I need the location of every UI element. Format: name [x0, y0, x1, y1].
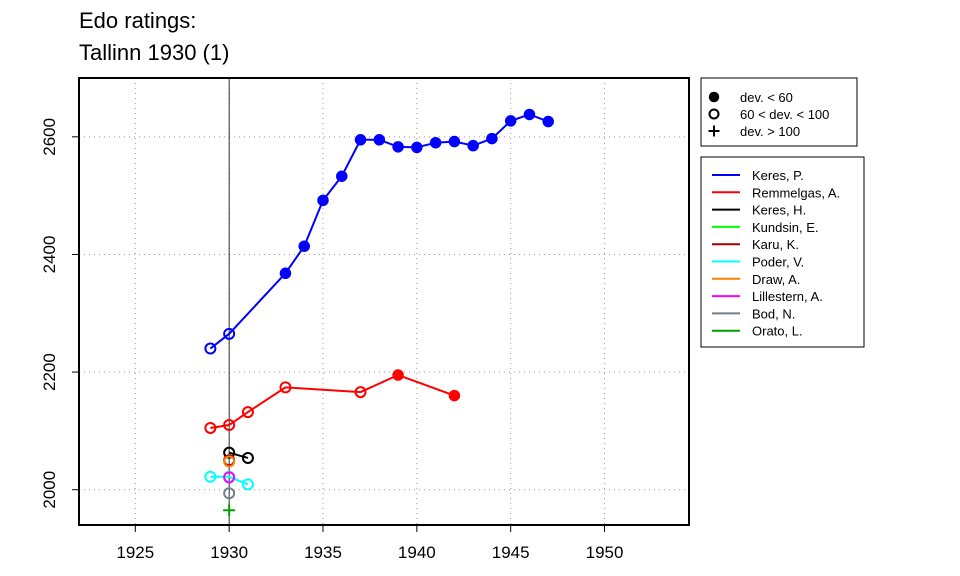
marker-legend-label: 60 < dev. < 100: [740, 107, 829, 122]
series-legend-box: [700, 156, 865, 348]
data-point: [504, 115, 517, 127]
data-point: [241, 406, 254, 419]
series-legend-label: Orato, L.: [752, 324, 803, 339]
series-legend-label: Poder, V.: [752, 255, 804, 270]
series-legend-label: Draw, A.: [752, 272, 800, 287]
x-tick-label: 1945: [492, 543, 530, 562]
series-legend-label: Keres, H.: [752, 203, 806, 218]
data-point: [204, 421, 217, 434]
data-point: [373, 134, 386, 146]
legend-layer: dev. < 60 60 < dev. < 100 dev. > 100 Keres,…: [700, 77, 865, 348]
series-line: [209, 113, 549, 350]
y-tick-label: 2200: [40, 353, 59, 391]
data-point: [223, 471, 236, 484]
data-point: [708, 91, 720, 103]
data-point: [467, 139, 479, 152]
marker-legend-box: [700, 77, 858, 147]
data-point: [223, 487, 236, 500]
axis-layer: 1925 1930 1935 1940 1945 1950 2000 2200 2400 2600: [40, 118, 623, 562]
data-point: [279, 267, 292, 280]
data-point: [204, 470, 217, 483]
chart-subtitle: Tallinn 1930 (1): [79, 40, 230, 65]
data-point: [298, 240, 310, 252]
data-point: [223, 455, 236, 468]
x-tick-label: 1950: [586, 543, 624, 562]
series-legend-label: Keres, P.: [752, 168, 804, 183]
x-tick-label: 1935: [304, 543, 342, 562]
data-point: [411, 141, 423, 154]
marker-legend-label: dev. < 60: [740, 90, 793, 105]
data-point: [392, 369, 404, 381]
y-tick-label: 2600: [40, 118, 59, 156]
data-point: [486, 132, 498, 145]
series-legend-label: Bod, N.: [752, 306, 795, 321]
series-legend-label: Remmelgas, A.: [752, 185, 840, 200]
data-point: [223, 327, 236, 340]
y-tick-label: 2000: [40, 471, 59, 509]
data-point: [223, 419, 236, 432]
x-tick-label: 1925: [116, 543, 154, 562]
data-point: [279, 381, 292, 394]
series-line: [210, 373, 455, 429]
series-legend-label: Karu, K.: [752, 237, 799, 252]
data-point: [448, 389, 461, 402]
data-point: [392, 141, 404, 153]
series-legend-label: Kundsin, E.: [752, 220, 819, 235]
chart-title: Edo ratings:: [79, 8, 197, 33]
series-line: [228, 451, 249, 459]
data-point: [241, 451, 254, 464]
series-layer: [204, 108, 554, 517]
data-point: [448, 135, 461, 148]
data-point: [223, 446, 236, 459]
series-legend-label: Lillestern, A.: [752, 289, 823, 304]
plot-frame: [78, 77, 690, 526]
data-point: [523, 108, 536, 121]
series-line: [210, 475, 249, 486]
marker-legend-label: dev. > 100: [740, 124, 800, 139]
data-point: [429, 136, 442, 149]
data-point: [336, 170, 348, 182]
data-point: [354, 386, 367, 399]
data-point: [354, 134, 367, 146]
data-point: [708, 108, 720, 120]
grid-layer: [79, 78, 689, 525]
x-tick-label: 1930: [210, 543, 248, 562]
y-tick-label: 2400: [40, 236, 59, 274]
data-point: [542, 115, 554, 128]
data-point: [317, 194, 329, 207]
data-point: [241, 478, 254, 491]
data-point: [204, 342, 217, 355]
x-tick-label: 1940: [398, 543, 436, 562]
